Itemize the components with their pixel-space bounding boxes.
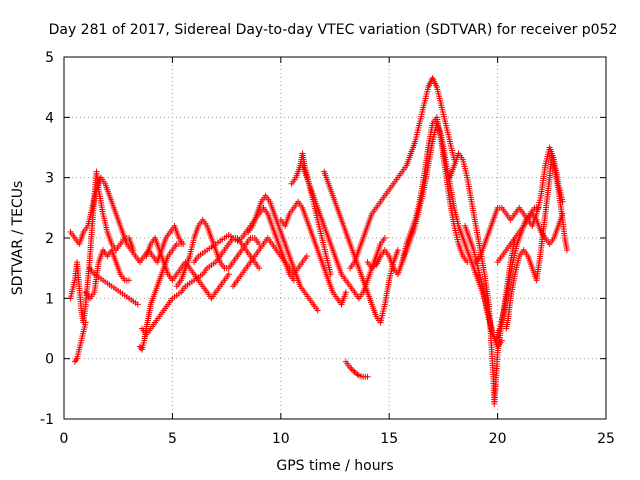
grid-lines	[64, 57, 606, 419]
data-point	[314, 307, 321, 314]
x-axis-label: GPS time / hours	[276, 458, 393, 474]
data-point	[347, 364, 354, 371]
data-point	[381, 235, 388, 241]
y-tick-label: 2	[45, 231, 54, 247]
y-tick-label: 5	[45, 50, 54, 66]
y-tick-labels: -1 0 1 2 3 4 5	[40, 50, 54, 428]
data-point	[256, 265, 263, 272]
x-tick-label: 5	[168, 431, 177, 447]
data-point	[350, 367, 357, 374]
data-point	[559, 210, 566, 217]
x-tick-label: 15	[380, 431, 398, 447]
y-tick-label: -1	[40, 412, 54, 428]
data-point	[130, 247, 137, 254]
x-tick-label: 0	[60, 431, 69, 447]
y-tick-label: 0	[45, 352, 54, 368]
data-point	[134, 301, 141, 308]
data-point	[303, 253, 310, 260]
y-tick-label: 1	[45, 291, 54, 307]
data-point	[354, 371, 361, 378]
data-point	[82, 319, 89, 326]
x-tick-label: 25	[597, 431, 615, 447]
data-points	[67, 75, 570, 407]
data-point	[342, 289, 349, 296]
data-point	[225, 271, 232, 278]
data-point	[178, 241, 185, 248]
data-point	[563, 247, 570, 254]
data-point	[327, 271, 334, 278]
data-point	[394, 247, 401, 254]
tick-marks	[63, 56, 607, 420]
y-axis-label: SDTVAR / TECUs	[10, 181, 26, 296]
x-tick-label: 20	[489, 431, 507, 447]
data-point	[348, 366, 355, 373]
y-tick-label: 4	[45, 110, 54, 126]
x-tick-label: 10	[272, 431, 290, 447]
data-point	[126, 277, 133, 284]
x-tick-labels: 0 5 10 15 20 25	[60, 431, 615, 447]
y-tick-label: 3	[45, 171, 54, 187]
data-point	[364, 373, 371, 380]
chart-title: Day 281 of 2017, Sidereal Day-to-day VTE…	[49, 22, 618, 38]
